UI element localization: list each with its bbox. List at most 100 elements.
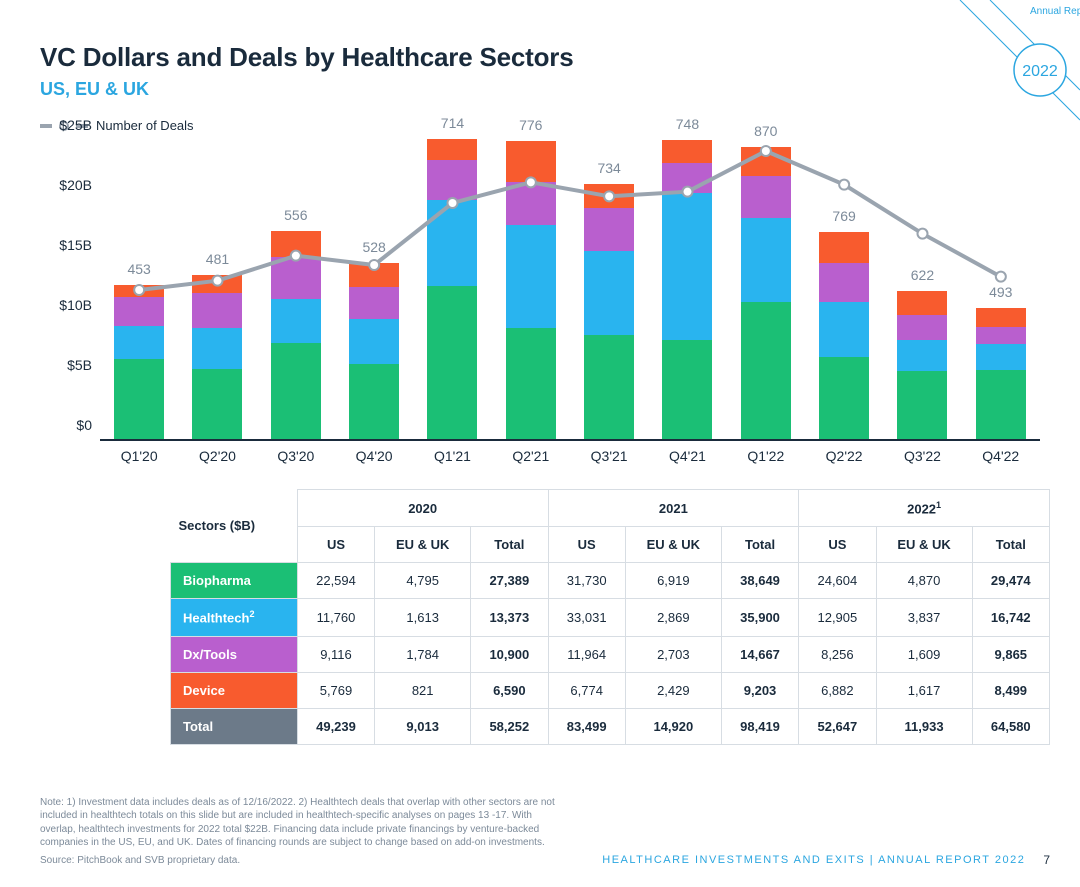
bar-segment-dxtools xyxy=(114,297,164,326)
bar-column: 714 xyxy=(413,139,491,441)
bar-segment-healthtech xyxy=(897,340,947,371)
bar-segment-device xyxy=(427,139,477,161)
table-cell: 821 xyxy=(375,672,471,708)
x-label: Q4'21 xyxy=(648,448,726,464)
x-label: Q4'20 xyxy=(335,448,413,464)
table-cell: 29,474 xyxy=(972,563,1049,599)
deals-label: 493 xyxy=(989,284,1012,300)
table-cell: 6,774 xyxy=(548,672,625,708)
bar-stack xyxy=(897,291,947,441)
year-header: 20221 xyxy=(799,490,1050,527)
bar-stack xyxy=(114,285,164,441)
bar-segment-healthtech xyxy=(349,319,399,365)
x-label: Q1'21 xyxy=(413,448,491,464)
table-cell: 98,419 xyxy=(721,708,798,744)
row-label: Dx/Tools xyxy=(171,636,298,672)
bar-column: 769 xyxy=(805,232,883,441)
bar-segment-device xyxy=(741,147,791,176)
bar-segment-device xyxy=(976,308,1026,327)
bar-stack xyxy=(976,308,1026,441)
deals-label: 622 xyxy=(911,267,934,283)
page-number: 7 xyxy=(1043,853,1050,867)
page-title: VC Dollars and Deals by Healthcare Secto… xyxy=(40,42,1080,73)
data-table: Sectors ($B)2020202120221USEU & UKTotalU… xyxy=(170,489,1050,745)
bar-column: 734 xyxy=(570,184,648,441)
y-tick: $20B xyxy=(59,177,92,193)
bar-segment-dxtools xyxy=(427,160,477,200)
bar-segment-device xyxy=(192,275,242,293)
bar-segment-device xyxy=(819,232,869,263)
table-cell: 14,667 xyxy=(721,636,798,672)
deals-label: 556 xyxy=(284,207,307,223)
sectors-header: Sectors ($B) xyxy=(171,490,298,563)
bar-stack xyxy=(506,141,556,441)
bar-segment-device xyxy=(114,285,164,297)
table-cell: 10,900 xyxy=(471,636,548,672)
deals-label: 528 xyxy=(362,239,385,255)
row-label: Biopharma xyxy=(171,563,298,599)
table-cell: 31,730 xyxy=(548,563,625,599)
bar-stack xyxy=(741,147,791,441)
bar-segment-dxtools xyxy=(192,293,242,328)
bar-segment-biopharma xyxy=(819,357,869,441)
bar-column: 493 xyxy=(962,308,1040,441)
x-label: Q3'21 xyxy=(570,448,648,464)
table-row: Biopharma22,5944,79527,38931,7306,91938,… xyxy=(171,563,1050,599)
bar-segment-biopharma xyxy=(662,340,712,441)
bar-segment-healthtech xyxy=(662,193,712,341)
table-cell: 9,116 xyxy=(297,636,374,672)
table-cell: 83,499 xyxy=(548,708,625,744)
bar-column: 453 xyxy=(100,285,178,441)
bar-stack xyxy=(271,231,321,441)
total-row: Total49,2399,01358,25283,49914,92098,419… xyxy=(171,708,1050,744)
bar-column: 556 xyxy=(257,231,335,441)
table-cell: 9,865 xyxy=(972,636,1049,672)
table-cell: 16,742 xyxy=(972,599,1049,636)
bar-stack xyxy=(662,140,712,441)
data-table-wrap: Sectors ($B)2020202120221USEU & UKTotalU… xyxy=(170,489,1050,745)
table-cell: 27,389 xyxy=(471,563,548,599)
bar-segment-biopharma xyxy=(349,364,399,441)
bar-segment-dxtools xyxy=(897,315,947,340)
x-label: Q3'20 xyxy=(257,448,335,464)
table-cell: 38,649 xyxy=(721,563,798,599)
bar-stack xyxy=(192,275,242,441)
bar-segment-biopharma xyxy=(976,370,1026,441)
bar-segment-biopharma xyxy=(897,371,947,441)
table-cell: 4,795 xyxy=(375,563,471,599)
table-cell: 24,604 xyxy=(799,563,876,599)
table-cell: 1,617 xyxy=(876,672,972,708)
bar-column: 748 xyxy=(648,140,726,441)
bar-stack xyxy=(349,263,399,441)
x-axis-labels: Q1'20Q2'20Q3'20Q4'20Q1'21Q2'21Q3'21Q4'21… xyxy=(100,441,1040,471)
bar-segment-healthtech xyxy=(271,299,321,342)
y-axis: $0$5B$10B$15B$20B$25B xyxy=(40,141,100,441)
deals-label: 769 xyxy=(832,208,855,224)
deals-label: 714 xyxy=(441,115,464,131)
y-tick: $5B xyxy=(67,357,92,373)
table-cell: 2,703 xyxy=(625,636,721,672)
footer-right: HEALTHCARE INVESTMENTS AND EXITS | ANNUA… xyxy=(602,853,1050,867)
table-cell: 1,784 xyxy=(375,636,471,672)
bar-segment-dxtools xyxy=(584,208,634,251)
bar-segment-device xyxy=(662,140,712,163)
bar-segment-healthtech xyxy=(584,251,634,335)
bar-segment-healthtech xyxy=(427,200,477,286)
x-label: Q3'22 xyxy=(883,448,961,464)
bar-segment-dxtools xyxy=(662,163,712,193)
bar-segment-healthtech xyxy=(976,344,1026,370)
subcol-header: EU & UK xyxy=(876,527,972,563)
table-cell: 8,256 xyxy=(799,636,876,672)
bar-segment-dxtools xyxy=(819,263,869,301)
bar-segment-biopharma xyxy=(506,328,556,441)
footer: Note: 1) Investment data includes deals … xyxy=(40,796,1050,868)
table-cell: 11,760 xyxy=(297,599,374,636)
table-cell: 1,613 xyxy=(375,599,471,636)
row-label: Healthtech2 xyxy=(171,599,298,636)
bar-segment-dxtools xyxy=(349,287,399,318)
table-cell: 6,919 xyxy=(625,563,721,599)
bar-segment-biopharma xyxy=(114,359,164,441)
table-cell: 11,964 xyxy=(548,636,625,672)
y-tick: $10B xyxy=(59,297,92,313)
row-label: Device xyxy=(171,672,298,708)
